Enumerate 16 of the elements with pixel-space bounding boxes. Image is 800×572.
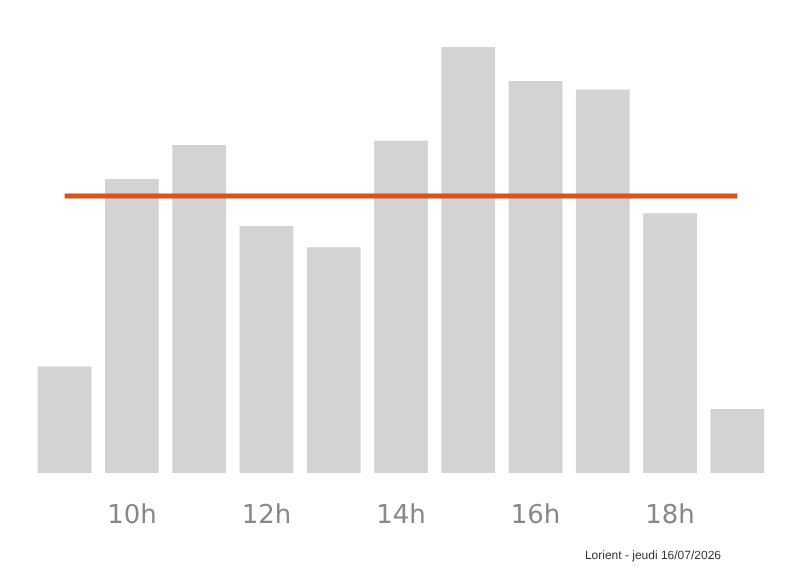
bar [374, 140, 428, 473]
bar [710, 409, 765, 473]
bar [441, 47, 496, 473]
x-tick-label: 16h [510, 501, 561, 531]
bar [643, 213, 697, 473]
bar [508, 81, 563, 473]
x-tick-label: 12h [241, 501, 292, 531]
bar [239, 225, 294, 473]
x-tick-label: 14h [376, 501, 426, 531]
bar [105, 179, 159, 473]
bar [306, 247, 361, 473]
x-tick-label: 18h [645, 501, 695, 531]
bar [37, 366, 92, 473]
bar [575, 89, 630, 473]
bar [172, 144, 227, 473]
x-tick-label: 10h [107, 501, 157, 531]
